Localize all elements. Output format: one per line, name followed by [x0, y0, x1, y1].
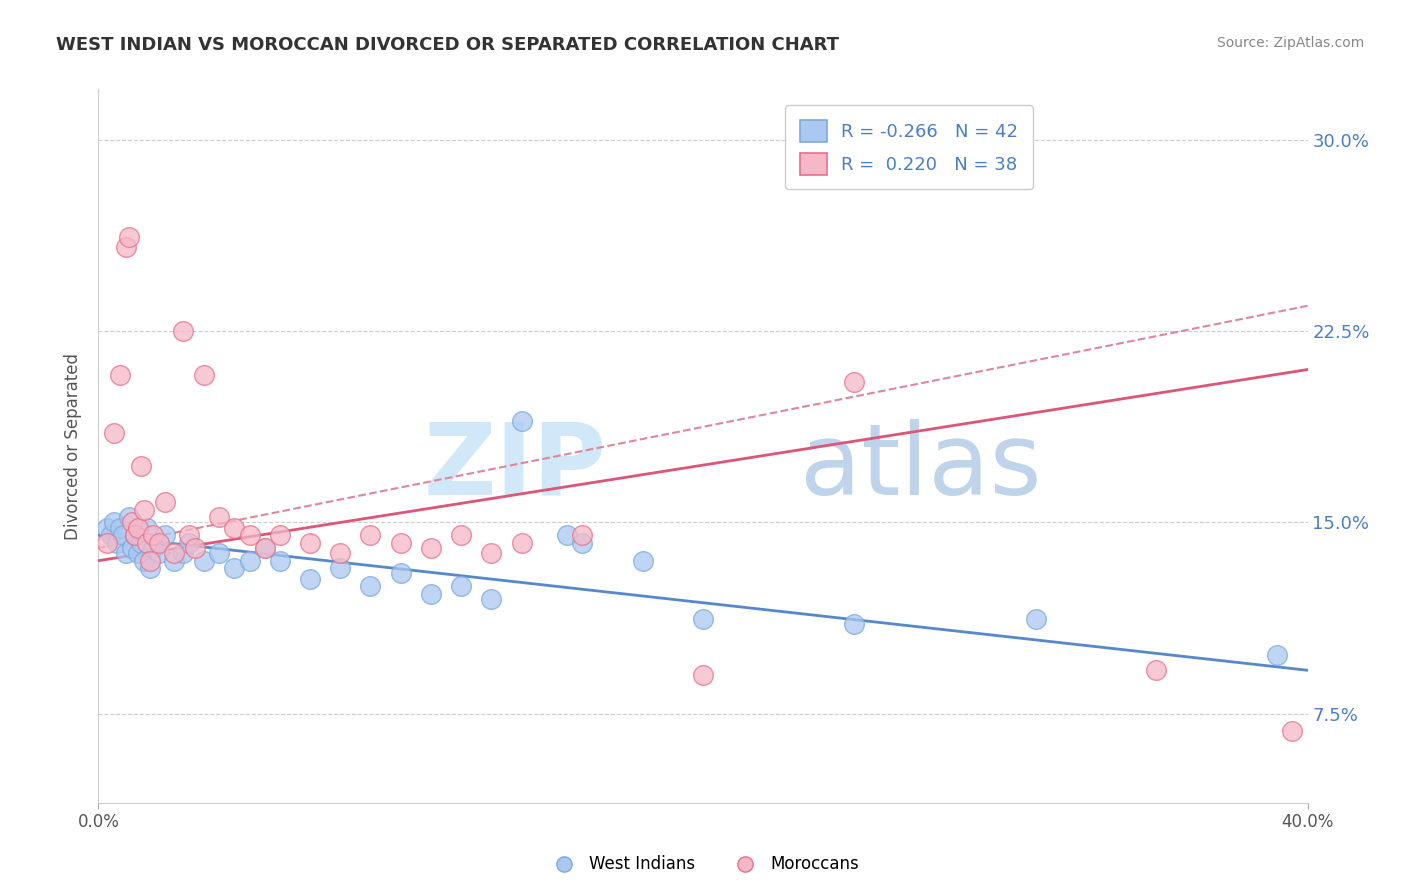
Point — [121, 516, 143, 530]
Point — [132, 502, 155, 516]
Point — [142, 528, 165, 542]
Point — [224, 561, 246, 575]
Point — [121, 541, 143, 555]
Point — [692, 612, 714, 626]
Point — [139, 561, 162, 575]
Point — [96, 520, 118, 534]
Point — [844, 617, 866, 632]
Point — [389, 536, 412, 550]
Point — [139, 554, 162, 568]
Legend: West Indians, Moroccans: West Indians, Moroccans — [540, 849, 866, 880]
Point — [510, 536, 533, 550]
Point — [208, 546, 231, 560]
Point — [135, 520, 157, 534]
Point — [142, 541, 165, 555]
Text: atlas: atlas — [800, 419, 1042, 516]
Point — [118, 510, 141, 524]
Text: WEST INDIAN VS MOROCCAN DIVORCED OR SEPARATED CORRELATION CHART: WEST INDIAN VS MOROCCAN DIVORCED OR SEPA… — [56, 36, 839, 54]
Point — [239, 554, 262, 568]
Point — [329, 561, 352, 575]
Point — [1281, 724, 1303, 739]
Point — [105, 536, 128, 550]
Point — [114, 240, 136, 254]
Point — [127, 520, 149, 534]
Point — [129, 459, 152, 474]
Point — [555, 528, 578, 542]
Point — [253, 541, 276, 555]
Point — [118, 230, 141, 244]
Point — [1024, 612, 1046, 626]
Point — [124, 528, 146, 542]
Point — [269, 554, 291, 568]
Point — [208, 510, 231, 524]
Point — [124, 528, 146, 542]
Point — [571, 536, 593, 550]
Point — [135, 536, 157, 550]
Point — [103, 426, 125, 441]
Point — [179, 536, 201, 550]
Point — [360, 528, 382, 542]
Point — [193, 554, 215, 568]
Point — [481, 546, 503, 560]
Point — [631, 554, 654, 568]
Point — [96, 536, 118, 550]
Point — [692, 668, 714, 682]
Point — [253, 541, 276, 555]
Point — [450, 579, 472, 593]
Text: Source: ZipAtlas.com: Source: ZipAtlas.com — [1216, 36, 1364, 50]
Point — [148, 546, 170, 560]
Point — [193, 368, 215, 382]
Point — [172, 546, 194, 560]
Point — [132, 554, 155, 568]
Point — [1146, 663, 1168, 677]
Point — [100, 528, 122, 542]
Point — [184, 541, 207, 555]
Point — [329, 546, 352, 560]
Point — [153, 495, 176, 509]
Point — [571, 528, 593, 542]
Point — [163, 546, 186, 560]
Point — [450, 528, 472, 542]
Text: ZIP: ZIP — [423, 419, 606, 516]
Y-axis label: Divorced or Separated: Divorced or Separated — [65, 352, 83, 540]
Point — [299, 572, 322, 586]
Point — [420, 587, 443, 601]
Point — [420, 541, 443, 555]
Point — [103, 516, 125, 530]
Point — [153, 528, 176, 542]
Point — [114, 546, 136, 560]
Point — [108, 368, 131, 382]
Point — [148, 536, 170, 550]
Point — [224, 520, 246, 534]
Point — [239, 528, 262, 542]
Point — [108, 520, 131, 534]
Point — [179, 528, 201, 542]
Point — [389, 566, 412, 581]
Point — [510, 413, 533, 427]
Point — [269, 528, 291, 542]
Point — [111, 528, 134, 542]
Point — [129, 536, 152, 550]
Point — [127, 546, 149, 560]
Point — [1267, 648, 1289, 662]
Point — [163, 554, 186, 568]
Point — [299, 536, 322, 550]
Point — [844, 376, 866, 390]
Point — [172, 324, 194, 338]
Point — [481, 591, 503, 606]
Point — [360, 579, 382, 593]
